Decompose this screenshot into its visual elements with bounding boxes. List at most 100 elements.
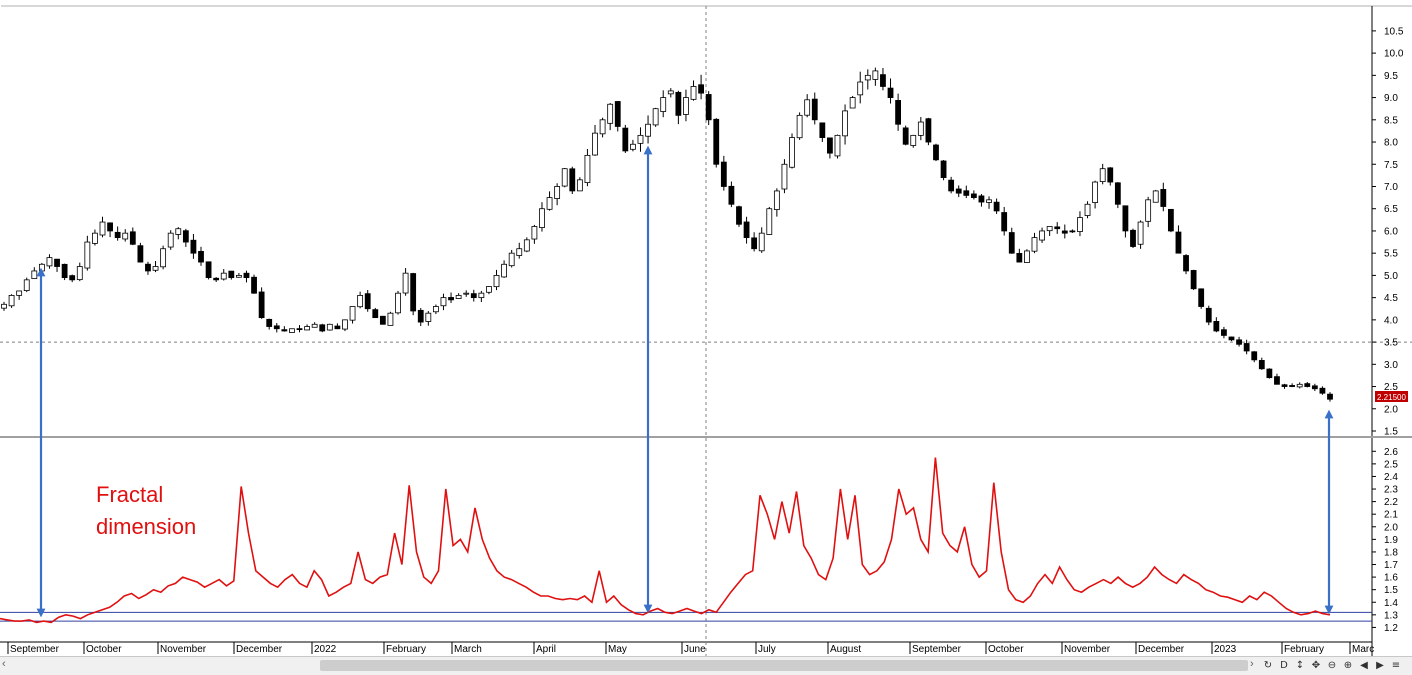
zoom-out-icon[interactable]: ⊖	[1327, 660, 1337, 671]
candle-body	[539, 208, 545, 228]
month-label: December	[1138, 644, 1185, 655]
candle-body	[448, 297, 454, 301]
candle-body	[1243, 343, 1250, 352]
candle-body	[1251, 351, 1258, 361]
candle-body	[1122, 205, 1129, 232]
nav-left-icon[interactable]: ◀	[1360, 660, 1368, 671]
fractal-tick-label: 1.7	[1384, 560, 1398, 571]
candle-body	[54, 258, 60, 267]
candle-body	[917, 121, 924, 136]
candle-body	[1046, 226, 1053, 232]
candle-body	[1114, 182, 1121, 205]
candle-body	[76, 266, 83, 281]
candle-body	[955, 188, 962, 194]
month-label: October	[988, 644, 1024, 655]
candle-body	[622, 127, 629, 152]
candle-body	[773, 190, 780, 210]
list-icon[interactable]: ≡	[1391, 660, 1401, 671]
candle-body	[963, 190, 970, 196]
d-button[interactable]: D	[1280, 660, 1288, 671]
candle-body	[940, 160, 947, 178]
candle-body	[432, 306, 439, 313]
scroll-left-icon[interactable]: ‹	[2, 658, 6, 670]
fractal-tick-label: 2.5	[1384, 459, 1398, 470]
time-axis-ticks: September October November December 2022 Febr…	[7, 642, 1374, 655]
candle-body	[607, 103, 614, 124]
candle-body	[1099, 168, 1106, 182]
candle-body	[326, 323, 333, 331]
month-label: November	[160, 644, 207, 655]
candle-body	[1061, 230, 1068, 234]
candle-body	[1092, 181, 1099, 203]
candle-body	[379, 315, 386, 325]
nav-right-icon[interactable]: ▶	[1376, 660, 1384, 671]
candle-body	[1289, 385, 1296, 387]
scroll-right-icon[interactable]: ›	[1250, 658, 1254, 670]
price-tick-label: 9.0	[1384, 93, 1398, 104]
price-tick-label: 1.5	[1384, 427, 1398, 438]
price-tick-label: 8.5	[1384, 115, 1398, 126]
candle-body	[970, 193, 977, 199]
candle-body	[645, 123, 651, 137]
candle-body	[1001, 212, 1008, 232]
fractal-line	[0, 457, 1331, 624]
candle-body	[281, 329, 288, 332]
candle-body	[273, 325, 280, 330]
candle-body	[46, 257, 53, 267]
candle-body	[243, 272, 250, 279]
vertical-resize-icon[interactable]: ↕	[1295, 660, 1305, 671]
month-label: September	[912, 644, 962, 655]
candle-body	[387, 312, 394, 326]
candle-body	[357, 295, 364, 308]
candle-body	[425, 312, 432, 322]
month-label: July	[758, 644, 776, 655]
candle-body	[129, 231, 136, 245]
candle-body	[220, 272, 227, 280]
price-tick-label: 4.5	[1384, 293, 1398, 304]
price-axis-ticks: 1.5 2.0 2.5 3.0 3.5 4.0 4.5 5.0 5.5 6.0 6.5 7.0 7.5 8…	[1372, 26, 1404, 438]
candle-body	[933, 144, 939, 161]
candle-body	[1190, 270, 1197, 290]
candle-body	[342, 319, 348, 330]
month-label: 2022	[314, 644, 337, 655]
candle-body	[92, 232, 98, 244]
month-label: February	[1284, 644, 1324, 655]
candle-body	[182, 230, 189, 243]
month-label: November	[1064, 644, 1111, 655]
reference-lines	[0, 341, 1412, 622]
price-tick-label: 2.5	[1384, 382, 1398, 393]
candle-body	[402, 272, 409, 294]
zoom-in-icon[interactable]: ⊕	[1343, 660, 1353, 671]
candle-body	[334, 325, 341, 330]
candle-body	[440, 297, 447, 307]
candle-body	[1, 303, 7, 309]
candle-body	[198, 251, 204, 263]
candle-body	[1236, 339, 1242, 345]
move-icon[interactable]: ✥	[1311, 660, 1321, 671]
month-label: February	[386, 644, 426, 655]
candle-body	[736, 206, 742, 225]
candle-body	[690, 86, 697, 100]
candle-body	[160, 248, 167, 268]
candle-body	[728, 185, 735, 205]
fractal-tick-label: 2.2	[1384, 497, 1398, 508]
candle-body	[137, 245, 144, 263]
price-tick-label: 7.0	[1384, 182, 1398, 193]
horizontal-scrollbar[interactable]: ‹ › ↻ D ↕ ✥ ⊖ ⊕ ◀ ▶ ≡	[0, 656, 1412, 675]
candle-body	[152, 266, 159, 271]
candle-body	[31, 270, 38, 280]
month-label: October	[86, 644, 122, 655]
price-tick-label: 3.5	[1384, 338, 1398, 349]
candle-body	[819, 122, 826, 138]
scroll-thumb[interactable]	[320, 660, 1248, 671]
month-label: 2023	[1214, 644, 1237, 655]
candle-body	[811, 98, 818, 121]
sync-icon[interactable]: ↻	[1263, 660, 1273, 671]
candle-body	[1024, 250, 1030, 263]
candle-body	[190, 239, 197, 254]
fractal-tick-label: 2.4	[1384, 472, 1398, 483]
candle-body	[781, 163, 788, 190]
candle-body	[895, 100, 902, 125]
candle-body	[713, 118, 720, 165]
candle-body	[630, 143, 636, 150]
